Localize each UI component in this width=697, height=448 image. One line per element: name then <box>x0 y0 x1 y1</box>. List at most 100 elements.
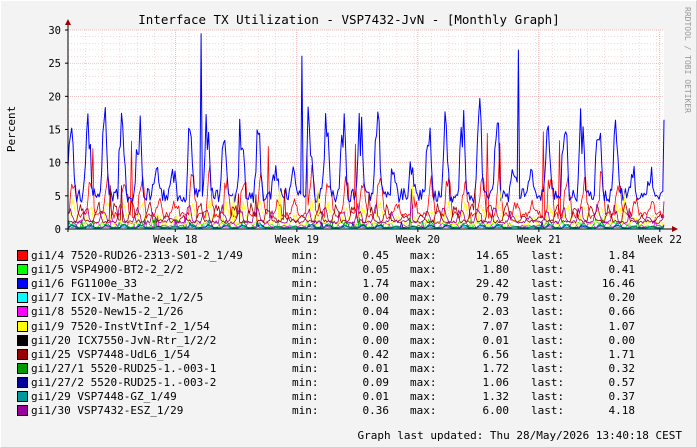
legend-series-name: gi1/20 ICX7550-JvN-Rtr_1/2/2 <box>31 333 217 347</box>
legend-max-value: 1.72 <box>482 361 510 375</box>
legend-min-key: min: <box>292 347 319 361</box>
legend-swatch <box>17 292 28 304</box>
legend-max-key: max: <box>410 375 437 389</box>
series-line-7 <box>67 185 665 224</box>
legend-last-key: last: <box>531 277 565 291</box>
legend-max-value: 14.65 <box>475 249 509 262</box>
x-axis-arrow <box>672 226 678 232</box>
legend-max-key: max: <box>410 347 437 361</box>
last-updated-text: Graph last updated: Thu 28/May/2026 13:4… <box>357 429 682 442</box>
legend-last-value: 1.71 <box>608 347 636 361</box>
legend-last-key: last: <box>531 333 565 347</box>
x-tick-label: Week 22 <box>638 234 682 246</box>
legend-last-key: last: <box>531 249 565 262</box>
legend-max-key: max: <box>410 305 437 319</box>
y-tick-label: 5 <box>55 191 61 203</box>
legend-min-value: 0.05 <box>362 263 390 277</box>
legend-swatch <box>17 278 28 290</box>
legend-max-value: 7.07 <box>482 319 510 333</box>
legend-max-key: max: <box>410 333 437 347</box>
legend-swatch <box>17 348 28 360</box>
legend-min-value: 0.09 <box>362 375 390 389</box>
legend-swatch <box>17 391 28 402</box>
legend-max-key: max: <box>410 361 437 375</box>
legend-last-key: last: <box>531 361 565 375</box>
legend-swatch <box>17 334 28 346</box>
legend-min-value: 0.04 <box>362 305 390 319</box>
legend-min-value: 0.42 <box>362 347 390 361</box>
legend-min-value: 0.00 <box>362 333 390 347</box>
legend-min-key: min: <box>292 277 319 291</box>
legend-min-value: 0.00 <box>362 291 390 305</box>
legend-last-key: last: <box>531 305 565 319</box>
y-tick-label: 10 <box>48 158 61 170</box>
legend-series-name: gi1/5 VSP4900-BT2-2_2/2 <box>31 263 184 277</box>
legend-max-value: 0.79 <box>482 291 510 305</box>
y-axis-label: Percent <box>5 106 18 152</box>
series-line-2 <box>67 33 665 204</box>
legend-max-value: 0.01 <box>482 333 510 347</box>
chart-title: Interface TX Utilization - VSP7432-JvN -… <box>138 12 559 27</box>
legend-swatch <box>17 306 28 318</box>
legend-last-value: 0.66 <box>608 305 636 319</box>
legend-last-value: 0.57 <box>608 375 636 389</box>
series-line-10 <box>67 219 665 229</box>
legend-min-key: min: <box>292 390 319 403</box>
legend-series-name: gi1/8 5520-New15-2_1/26 <box>31 305 184 319</box>
legend-last-value: 4.18 <box>608 404 636 418</box>
x-tick-label: Week 19 <box>275 234 319 246</box>
legend-last-key: last: <box>531 291 565 305</box>
legend-min-value: 0.00 <box>362 319 390 333</box>
legend-last-value: 0.32 <box>608 361 636 375</box>
legend-max-key: max: <box>410 390 437 403</box>
legend-max-key: max: <box>410 319 437 333</box>
legend-min-value: 0.01 <box>362 361 390 375</box>
y-tick-label: 15 <box>48 125 61 137</box>
x-tick-label: Week 20 <box>396 234 440 246</box>
legend-series-name: gi1/29 VSP7448-GZ_1/49 <box>31 390 177 403</box>
legend-max-key: max: <box>410 277 437 291</box>
series-layer <box>67 33 665 230</box>
legend-last-value: 16.46 <box>601 277 635 291</box>
legend-swatch <box>17 264 28 276</box>
legend-max-value: 2.03 <box>482 305 510 319</box>
series-line-11 <box>67 188 665 225</box>
x-tick-label: Week 18 <box>153 234 197 246</box>
legend-min-value: 1.74 <box>362 277 390 291</box>
legend-min-key: min: <box>292 249 319 262</box>
legend-max-value: 6.00 <box>482 404 510 418</box>
legend-min-key: min: <box>292 361 319 375</box>
legend-series-name: gi1/25 VSP7448-UdL6_1/54 <box>31 347 190 361</box>
legend-series-name: gi1/9 7520-InstVtInf-2_1/54 <box>31 319 210 333</box>
legend-max-key: max: <box>410 291 437 305</box>
legend-series-name: gi1/27/2 5520-RUD25-1.-003-2 <box>31 375 217 389</box>
legend-max-value: 29.42 <box>475 277 509 291</box>
legend-last-key: last: <box>531 347 565 361</box>
y-axis-arrow <box>65 19 71 25</box>
legend-series-name: gi1/7 ICX-IV-Mathe-2_1/2/5 <box>31 291 204 305</box>
legend-last-value: 1.07 <box>608 319 636 333</box>
legend-last-value: 1.84 <box>608 249 636 262</box>
legend-min-key: min: <box>292 263 319 277</box>
legend-max-value: 6.56 <box>482 347 510 361</box>
legend-series-name: gi1/30 VSP7432-ESZ_1/29 <box>31 404 184 418</box>
legend-min-key: min: <box>292 305 319 319</box>
legend-min-key: min: <box>292 319 319 333</box>
legend-max-value: 1.32 <box>482 390 510 403</box>
legend-swatch <box>17 250 28 261</box>
legend-min-key: min: <box>292 291 319 305</box>
y-tick-label: 0 <box>55 224 61 236</box>
y-tick-label: 30 <box>48 25 61 37</box>
legend-last-value: 0.37 <box>608 390 636 403</box>
legend-last-key: last: <box>531 390 565 403</box>
legend-min-key: min: <box>292 375 319 389</box>
legend-min-key: min: <box>292 333 319 347</box>
legend-max-key: max: <box>410 263 437 277</box>
chart-grid <box>67 29 664 230</box>
legend-swatch <box>17 320 28 332</box>
series-line-0 <box>67 131 665 219</box>
chart-axes <box>65 19 678 232</box>
legend-swatch <box>17 376 28 388</box>
legend-max-value: 1.06 <box>482 375 510 389</box>
